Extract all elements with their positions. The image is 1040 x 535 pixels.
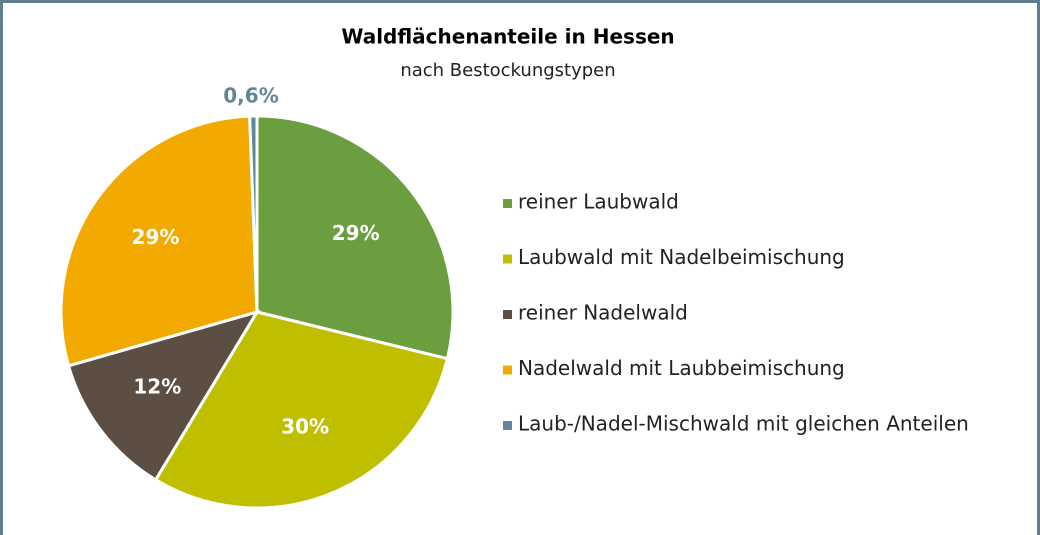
data-label: 29% bbox=[132, 225, 180, 249]
legend-swatch bbox=[503, 421, 512, 430]
pie-slice bbox=[255, 114, 455, 361]
chart-subtitle: nach Bestockungstypen bbox=[400, 60, 615, 81]
legend-swatch bbox=[503, 254, 512, 264]
legend-label: reiner Nadelwald bbox=[518, 301, 688, 325]
data-label: 30% bbox=[281, 414, 329, 438]
pie-slice bbox=[59, 114, 259, 368]
data-label: 0,6% bbox=[223, 84, 278, 108]
legend-label: Nadelwald mit Laubbeimischung bbox=[518, 356, 845, 380]
legend-swatch bbox=[503, 365, 512, 375]
legend-label: Laub-/Nadel-Mischwald mit gleichen Antei… bbox=[518, 412, 969, 436]
legend-label: Laubwald mit Nadelbeimischung bbox=[518, 245, 845, 269]
pie-slice bbox=[66, 309, 261, 482]
data-label: 29% bbox=[332, 221, 380, 245]
legend-label: reiner Laubwald bbox=[518, 190, 679, 214]
legend-swatch bbox=[503, 310, 512, 319]
pie-slice bbox=[248, 114, 259, 313]
data-label: 12% bbox=[133, 375, 181, 399]
legend-swatch bbox=[503, 199, 512, 208]
chart-title: Waldflächenanteile in Hessen bbox=[341, 25, 674, 49]
